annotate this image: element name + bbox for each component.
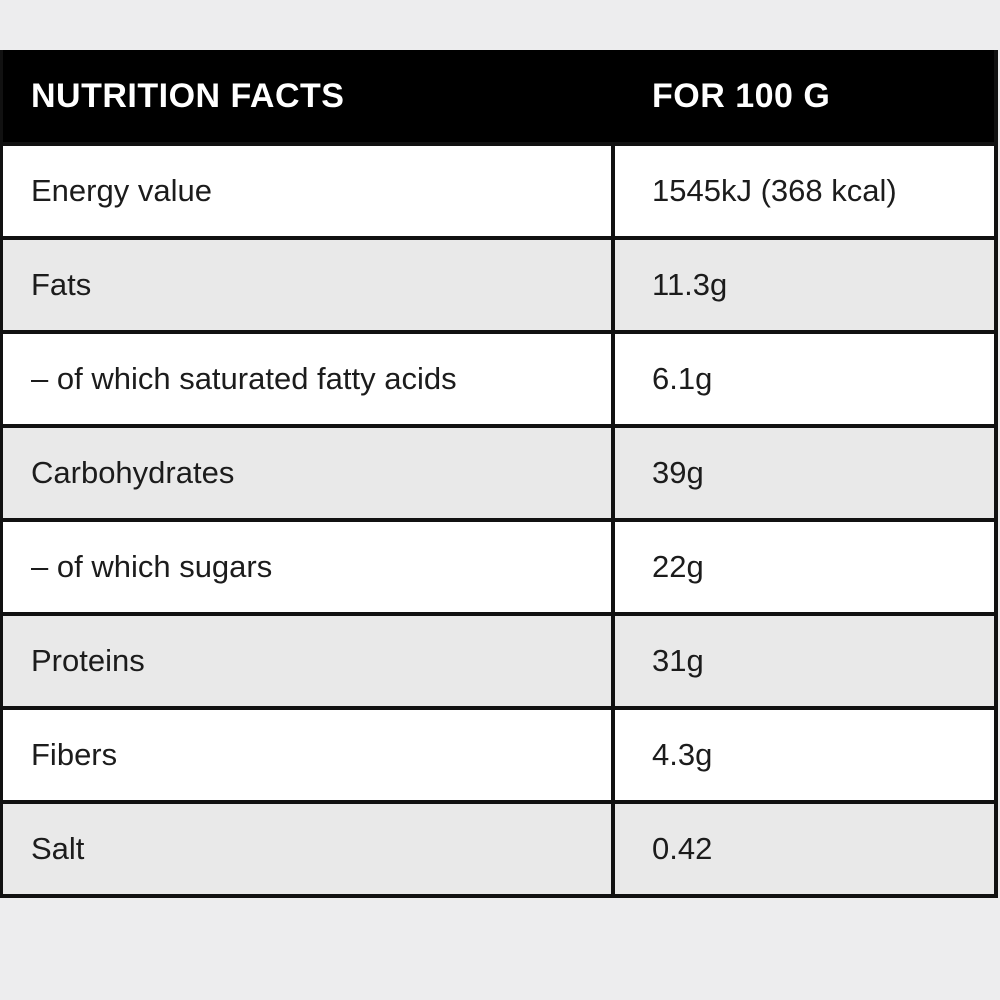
table-body: Energy value 1545kJ (368 kcal) Fats 11.3…: [3, 142, 994, 894]
table-row-saturated-fats: – of which saturated fatty acids 6.1g: [3, 330, 994, 424]
table-row-fibers: Fibers 4.3g: [3, 706, 994, 800]
nutrient-label: – of which sugars: [3, 522, 615, 612]
nutrient-value: 1545kJ (368 kcal): [652, 173, 897, 208]
table-row-energy: Energy value 1545kJ (368 kcal): [3, 142, 994, 236]
nutrient-label: Salt: [3, 804, 615, 894]
nutrient-value: 22g: [652, 549, 704, 584]
nutrient-value: 4.3g: [652, 737, 713, 772]
table-row-carbohydrates: Carbohydrates 39g: [3, 424, 994, 518]
nutrient-label: Carbohydrates: [3, 428, 615, 518]
table-row-salt: Salt 0.42: [3, 800, 994, 894]
nutrient-label: Energy value: [3, 146, 615, 236]
nutrient-value: 39g: [652, 455, 704, 490]
nutrient-value: 31g: [652, 643, 704, 678]
nutrition-facts-table: NUTRITION FACTS FOR 100 G Energy value 1…: [0, 50, 998, 898]
nutrient-label: Fibers: [3, 710, 615, 800]
nutrient-value: 6.1g: [652, 361, 713, 396]
table-row-sugars: – of which sugars 22g: [3, 518, 994, 612]
nutrient-value: 0.42: [652, 831, 713, 866]
nutrient-value: 11.3g: [652, 267, 728, 302]
nutrient-label: Fats: [3, 240, 615, 330]
nutrient-label: – of which saturated fatty acids: [3, 334, 615, 424]
table-title: NUTRITION FACTS: [31, 76, 345, 115]
serving-size-header: FOR 100 G: [652, 76, 831, 115]
table-row-fats: Fats 11.3g: [3, 236, 994, 330]
nutrient-label: Proteins: [3, 616, 615, 706]
table-header: NUTRITION FACTS FOR 100 G: [3, 50, 994, 142]
table-row-proteins: Proteins 31g: [3, 612, 994, 706]
